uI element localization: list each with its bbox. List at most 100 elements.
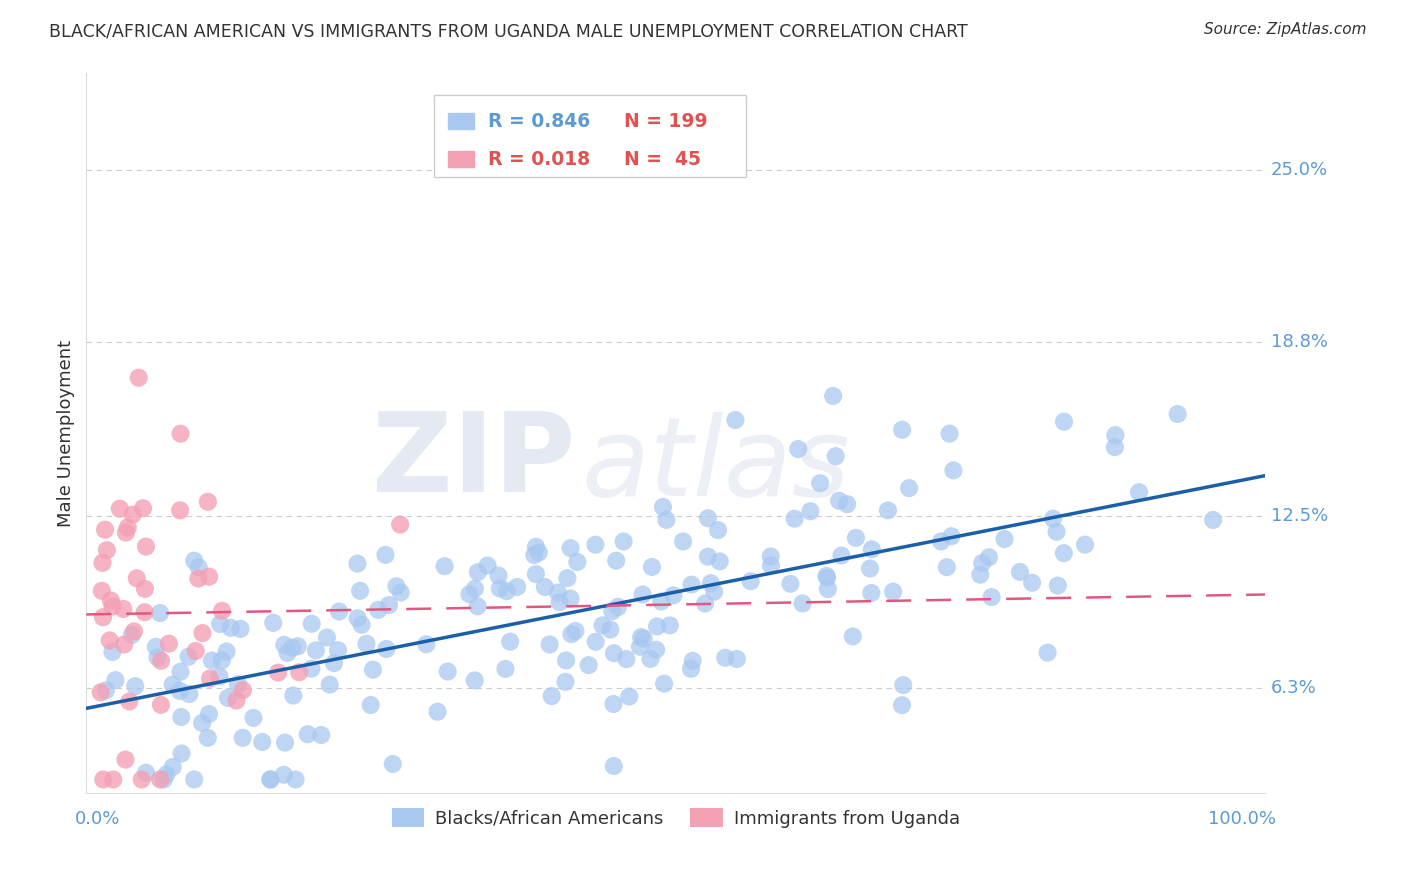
Point (830, 549, 852, 563)
Point (759, 549, 782, 564)
Point (187, 560, 209, 574)
Point (599, 623, 621, 637)
Point (328, 605, 350, 619)
Point (980, 590, 1002, 604)
Point (367, 603, 389, 617)
Point (211, 653, 233, 667)
Point (201, 654, 224, 668)
Point (467, 565, 489, 579)
Point (799, 504, 821, 518)
Point (179, 687, 201, 701)
Point (104, 673, 127, 688)
Point (115, 525, 138, 540)
Point (349, 583, 371, 598)
Point (114, 753, 136, 767)
Point (90, 685, 112, 699)
Point (560, 591, 582, 606)
Point (837, 497, 859, 511)
Point (652, 500, 675, 514)
Point (91, 556, 114, 570)
Point (585, 634, 607, 648)
Point (191, 626, 214, 640)
Point (534, 580, 557, 594)
Point (169, 684, 191, 698)
Point (696, 549, 718, 564)
Point (162, 760, 184, 774)
Point (891, 423, 914, 437)
Point (538, 637, 561, 651)
Point (101, 599, 124, 614)
Point (96, 543, 118, 558)
Point (305, 643, 328, 657)
Point (578, 658, 600, 673)
Point (215, 644, 238, 658)
Point (121, 628, 143, 642)
Point (209, 617, 232, 632)
Point (724, 413, 747, 427)
Point (183, 554, 205, 568)
Point (557, 571, 579, 585)
Point (374, 548, 396, 562)
Point (283, 689, 305, 703)
Point (824, 449, 846, 463)
Point (759, 558, 782, 573)
Point (122, 624, 145, 639)
Point (146, 650, 169, 665)
Text: R = 0.018: R = 0.018 (488, 150, 591, 169)
Point (277, 646, 299, 660)
Point (124, 679, 146, 693)
Point (640, 652, 662, 666)
Point (323, 656, 346, 670)
Point (524, 567, 547, 582)
Point (585, 538, 607, 552)
Point (108, 501, 131, 516)
Point (232, 683, 254, 698)
Text: 18.8%: 18.8% (1271, 333, 1327, 351)
Point (131, 772, 153, 787)
Point (297, 727, 319, 741)
Point (346, 557, 368, 571)
Point (259, 772, 281, 787)
Point (828, 493, 851, 508)
Point (356, 637, 378, 651)
Text: ZIP: ZIP (373, 409, 575, 516)
Point (842, 629, 865, 643)
Point (301, 616, 323, 631)
Point (381, 756, 404, 771)
Point (564, 624, 586, 638)
Point (134, 582, 156, 596)
Point (191, 715, 214, 730)
Point (714, 650, 737, 665)
Text: Source: ZipAtlas.com: Source: ZipAtlas.com (1204, 22, 1367, 37)
Point (600, 604, 623, 618)
Point (700, 576, 723, 591)
Text: BLACK/AFRICAN AMERICAN VS IMMIGRANTS FROM UGANDA MALE UNEMPLOYMENT CORRELATION C: BLACK/AFRICAN AMERICAN VS IMMIGRANTS FRO… (49, 22, 967, 40)
Point (547, 585, 569, 599)
Point (891, 678, 914, 692)
Point (262, 615, 284, 630)
Point (815, 571, 838, 585)
Point (709, 554, 731, 568)
Point (125, 571, 148, 585)
Point (288, 665, 311, 680)
Point (149, 606, 172, 620)
Point (628, 640, 651, 654)
Point (117, 520, 139, 534)
Point (464, 582, 486, 596)
Point (91, 610, 114, 624)
Point (197, 731, 219, 745)
Point (198, 707, 221, 722)
Point (815, 569, 838, 583)
Point (169, 426, 191, 441)
Point (977, 550, 1000, 565)
Point (1053, 546, 1076, 560)
Point (219, 621, 242, 635)
Point (938, 426, 960, 441)
Point (360, 698, 382, 712)
Point (346, 611, 368, 625)
Point (779, 576, 801, 591)
Point (284, 772, 307, 787)
Point (170, 747, 193, 761)
Point (707, 523, 730, 537)
Point (94, 683, 117, 698)
